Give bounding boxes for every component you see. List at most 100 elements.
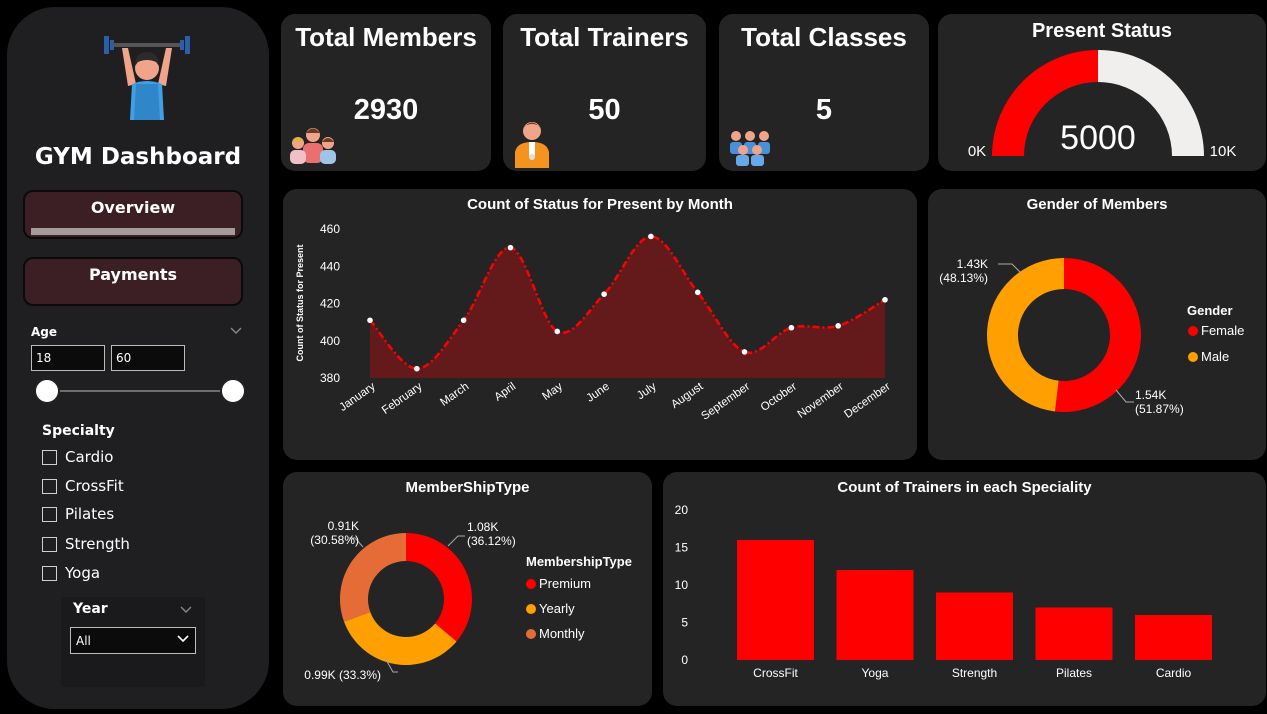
donut-slice <box>987 258 1064 412</box>
specialty-option-crossfit[interactable]: CrossFit <box>42 476 124 496</box>
nav-payments-label: Payments <box>88 265 178 284</box>
age-min-input[interactable] <box>31 345 105 371</box>
x-tick-label: October <box>759 381 800 414</box>
option-label: Strength <box>65 535 130 553</box>
present-status-gauge-card: Present Status 5000 0K 10K <box>938 14 1266 171</box>
option-label: Cardio <box>65 448 114 466</box>
legend-marker <box>526 629 536 639</box>
kpi-title: Total Trainers <box>520 22 689 52</box>
nav-payments-button[interactable]: Payments <box>23 257 243 306</box>
leader-line <box>998 263 1023 275</box>
bar <box>936 592 1013 660</box>
age-slider-max-handle[interactable] <box>220 378 246 404</box>
class-group-icon <box>730 131 770 166</box>
data-point <box>367 317 373 324</box>
legend-title: MembershipType <box>526 554 632 569</box>
y-tick-label: 0 <box>681 653 688 667</box>
area-fill <box>370 236 885 378</box>
data-point <box>414 365 420 372</box>
option-label: Yoga <box>65 564 101 582</box>
x-tick-label: Yoga <box>862 666 889 680</box>
data-label: 1.08K <box>467 520 498 534</box>
data-point <box>507 244 514 251</box>
legend-marker <box>526 604 536 614</box>
gender-card: Gender of Members Gender 1.54K (51.87%) 1.… <box>928 189 1266 460</box>
data-label: (36.12%) <box>467 534 516 548</box>
legend-label: Monthly <box>539 626 585 641</box>
bar <box>836 570 914 660</box>
kpi-value: 2930 <box>353 94 419 126</box>
year-select-value: All <box>76 634 91 648</box>
x-tick-label: June <box>585 381 612 405</box>
checkbox[interactable] <box>42 449 57 465</box>
specialty-filter-label: Specialty <box>42 423 115 439</box>
data-label: (48.13%) <box>939 271 988 285</box>
year-select[interactable]: All <box>70 627 196 654</box>
x-tick-label: Pilates <box>1056 666 1092 680</box>
membership-donut-chart: MembershipType 1.08K(36.12%) 0.99K (33.3%… <box>304 519 632 682</box>
chart-title: Count of Trainers in each Speciality <box>837 479 1092 496</box>
age-chevron-down-icon[interactable] <box>229 326 243 336</box>
y-tick-label: 20 <box>675 503 689 517</box>
x-tick-label: December <box>842 381 892 421</box>
legend-label: Yearly <box>539 601 575 616</box>
gauge-max-label: 10K <box>1210 143 1237 160</box>
x-tick-label: July <box>635 380 659 402</box>
age-slider-min-handle[interactable] <box>34 378 60 404</box>
leader-line <box>349 537 364 548</box>
specialty-option-yoga[interactable]: Yoga <box>42 563 100 583</box>
specialty-option-cardio[interactable]: Cardio <box>42 447 113 467</box>
checkbox[interactable] <box>42 478 57 494</box>
checkbox[interactable] <box>42 506 57 522</box>
kpi-card-total-trainers: Total Trainers 50 <box>503 14 706 171</box>
year-select-chevron-icon[interactable] <box>176 634 190 644</box>
data-point <box>601 291 607 297</box>
app-title: GYM Dashboard <box>34 144 242 170</box>
donut-slice <box>344 612 457 665</box>
chart-title: Gender of Members <box>1026 196 1168 213</box>
legend-label: Female <box>1201 323 1244 338</box>
present-status-gauge: 5000 0K 10K <box>968 50 1237 160</box>
kpi-title: Total Members <box>295 22 477 52</box>
option-label: Pilates <box>65 505 115 523</box>
data-label: 0.91K <box>328 519 359 533</box>
y-tick-label: 10 <box>675 578 689 592</box>
bar <box>1035 607 1113 660</box>
series-line <box>369 235 886 370</box>
y-tick-label: 420 <box>320 297 340 311</box>
donut-slice <box>406 533 472 642</box>
leader-line <box>447 535 465 547</box>
data-label: 1.43K <box>957 257 988 271</box>
year-chevron-down-icon[interactable] <box>179 605 193 615</box>
specialty-option-pilates[interactable]: Pilates <box>42 504 114 524</box>
y-tick-label: 15 <box>675 541 689 555</box>
specialty-option-strength[interactable]: Strength <box>42 534 130 554</box>
present-by-month-card: Count of Status for Present by Month Cou… <box>283 189 917 460</box>
data-point <box>788 324 795 331</box>
trainers-bar-chart: 0 5 10 15 20 CrossFit Yoga Strength Pilates Cardi… <box>675 503 1212 680</box>
nav-active-indicator <box>31 228 235 235</box>
age-slider-track[interactable] <box>43 390 233 392</box>
checkbox[interactable] <box>42 565 57 581</box>
legend-title: Gender <box>1187 303 1233 318</box>
data-label: (30.58%) <box>310 533 359 547</box>
data-point <box>835 323 841 329</box>
x-tick-label: March <box>438 381 471 409</box>
kpi-card-total-members: Total Members 2930 <box>281 14 491 171</box>
year-filter: Year All <box>61 597 205 687</box>
y-tick-label: 380 <box>320 371 340 385</box>
trainer-icon <box>515 122 549 168</box>
data-point <box>554 328 561 335</box>
bar <box>737 540 814 660</box>
nav-overview-button[interactable]: Overview <box>23 190 243 239</box>
data-point <box>882 296 888 303</box>
x-tick-label: Strength <box>952 666 997 680</box>
present-by-month-chart: Count of Status for Present 380 400 420 440… <box>295 222 893 423</box>
kpi-value: 50 <box>588 94 621 126</box>
year-filter-label: Year <box>73 601 108 617</box>
y-tick-label: 5 <box>681 616 688 630</box>
age-max-input[interactable] <box>111 345 185 371</box>
checkbox[interactable] <box>42 536 57 552</box>
x-tick-label: CrossFit <box>753 666 798 680</box>
kpi-title: Total Classes <box>741 22 907 52</box>
